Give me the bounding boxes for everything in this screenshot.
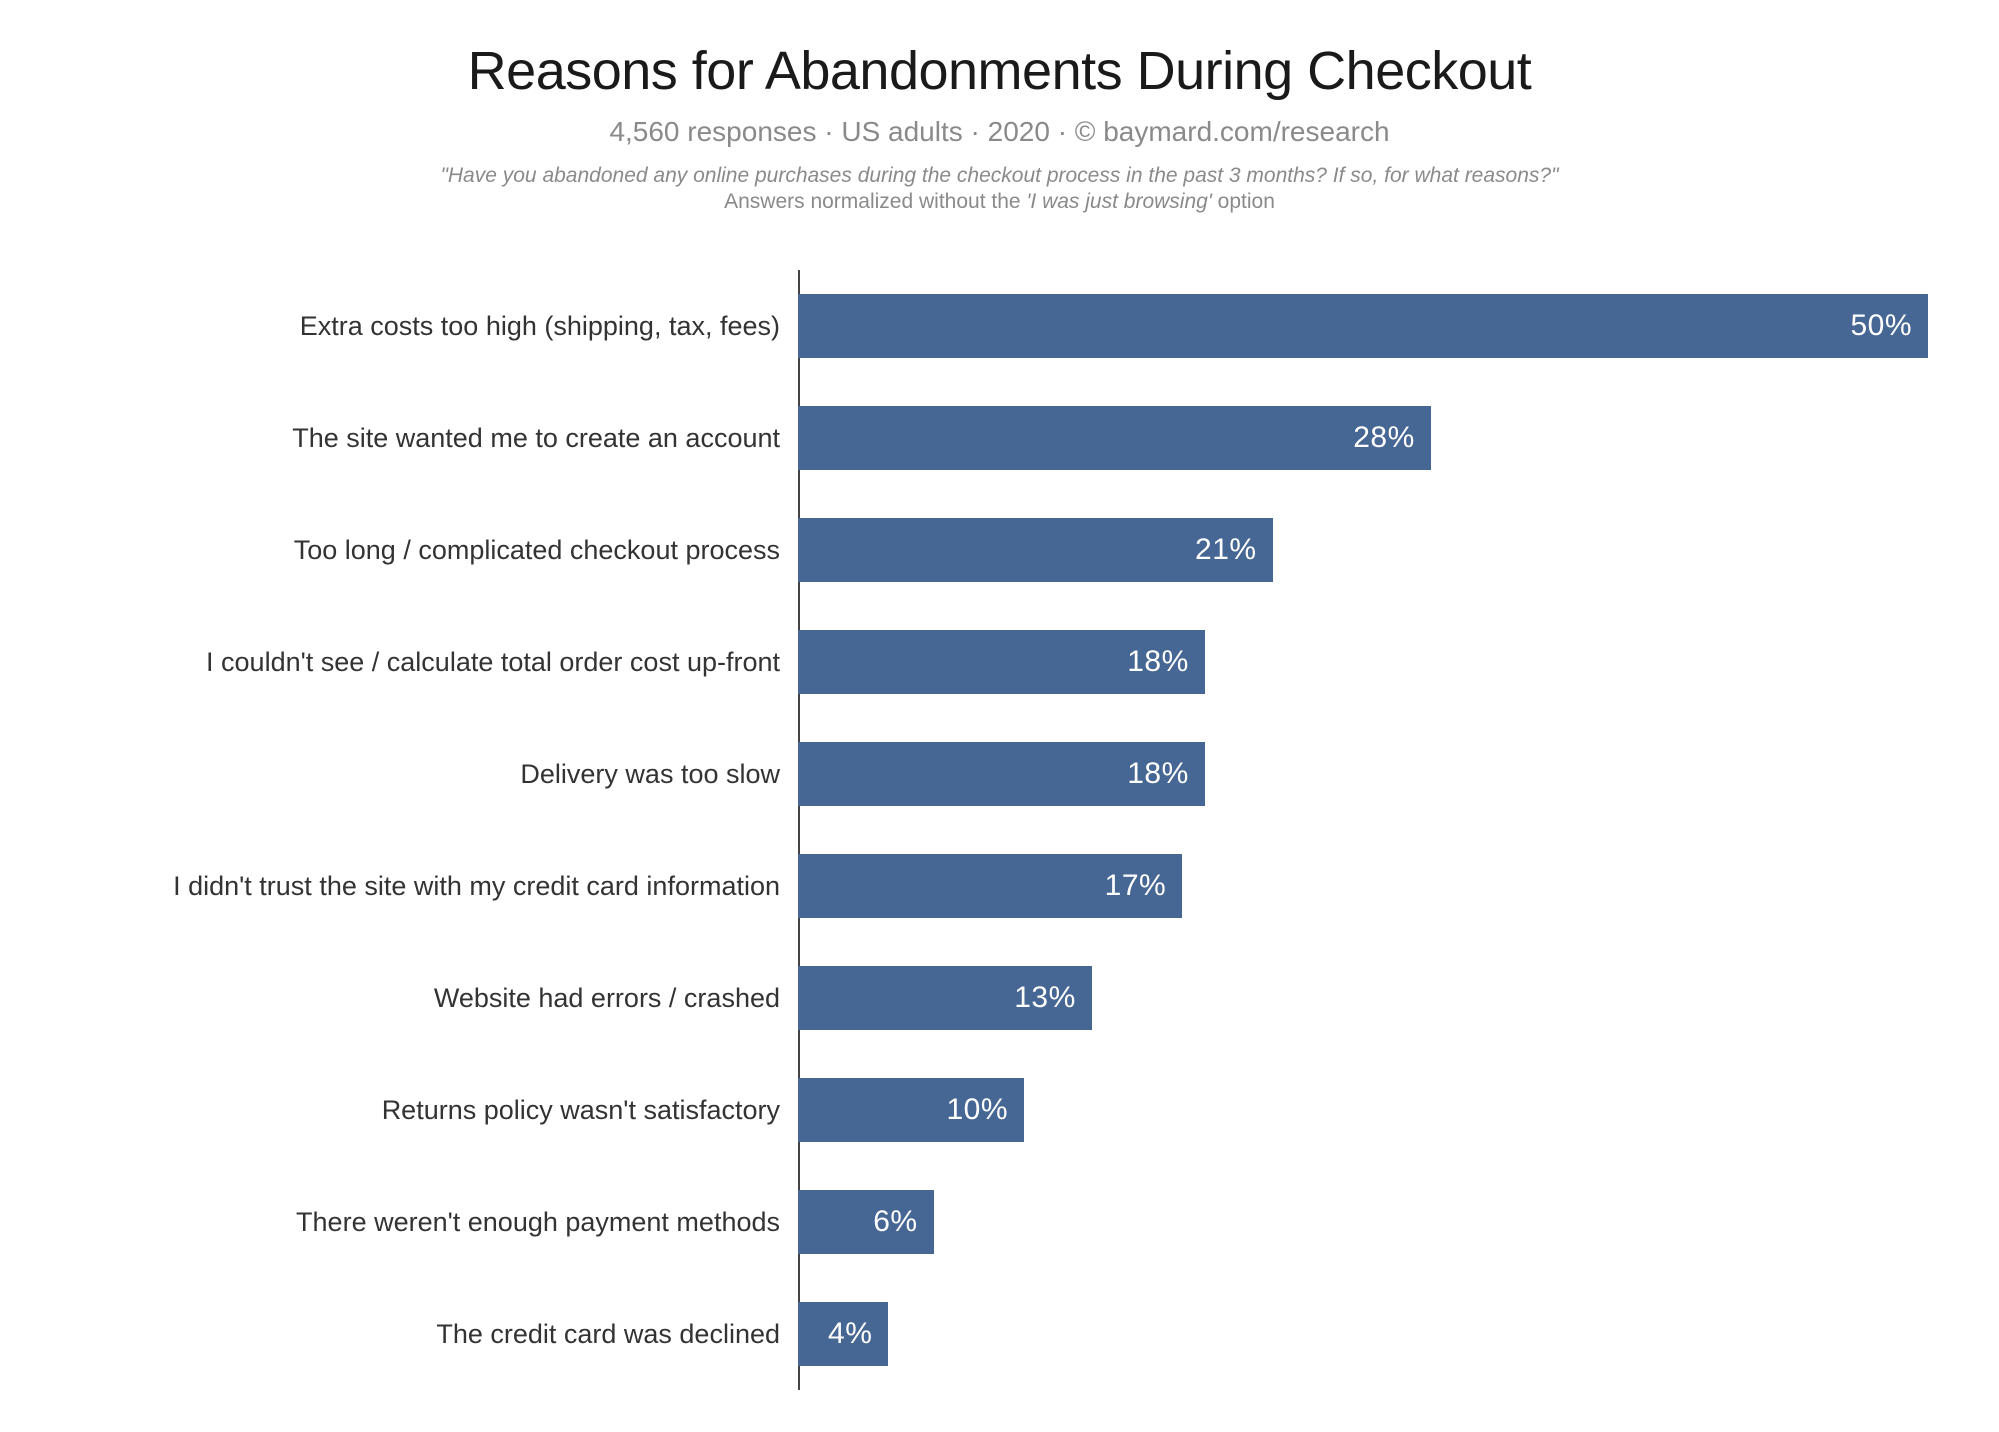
bar-row: 17% bbox=[798, 830, 1928, 942]
bar-value-label: 17% bbox=[1105, 869, 1167, 903]
bar: 13% bbox=[798, 966, 1092, 1030]
page: Reasons for Abandonments During Checkout… bbox=[0, 0, 1999, 1432]
bar-row: 6% bbox=[798, 1166, 1928, 1278]
bar-value-label: 10% bbox=[946, 1093, 1008, 1127]
bar-chart: Extra costs too high (shipping, tax, fee… bbox=[100, 270, 1999, 1390]
category-label: I didn't trust the site with my credit c… bbox=[100, 871, 798, 902]
bar-value-label: 50% bbox=[1850, 309, 1912, 343]
bar-fill: 6% bbox=[798, 1190, 934, 1254]
survey-question-text: "Have you abandoned any online purchases… bbox=[440, 164, 1558, 187]
chart-subtitle: 4,560 responses · US adults · 2020 · © b… bbox=[0, 116, 1999, 148]
category-label: The site wanted me to create an account bbox=[100, 423, 798, 454]
bar-row: 4% bbox=[798, 1278, 1928, 1390]
bar-value-label: 18% bbox=[1127, 645, 1189, 679]
bar-row: 13% bbox=[798, 942, 1928, 1054]
bar: 10% bbox=[798, 1078, 1024, 1142]
bar-fill: 21% bbox=[798, 518, 1273, 582]
bar-value-label: 18% bbox=[1127, 757, 1189, 791]
normalize-note: Answers normalized without the 'I was ju… bbox=[0, 190, 1999, 214]
chart-title: Reasons for Abandonments During Checkout bbox=[0, 40, 1999, 102]
bar: 6% bbox=[798, 1190, 934, 1254]
bar-fill: 17% bbox=[798, 854, 1182, 918]
labels-column: Extra costs too high (shipping, tax, fee… bbox=[100, 270, 798, 1390]
normalize-italic: 'I was just browsing' bbox=[1026, 190, 1211, 213]
category-label: The credit card was declined bbox=[100, 1319, 798, 1350]
bar-fill: 28% bbox=[798, 406, 1431, 470]
bar-fill: 18% bbox=[798, 742, 1205, 806]
category-label: Website had errors / crashed bbox=[100, 983, 798, 1014]
bar-value-label: 21% bbox=[1195, 533, 1257, 567]
header: Reasons for Abandonments During Checkout… bbox=[0, 40, 1999, 214]
bar-fill: 18% bbox=[798, 630, 1205, 694]
bar-row: 18% bbox=[798, 718, 1928, 830]
bar: 17% bbox=[798, 854, 1182, 918]
category-label: Delivery was too slow bbox=[100, 759, 798, 790]
category-label: Returns policy wasn't satisfactory bbox=[100, 1095, 798, 1126]
survey-question: "Have you abandoned any online purchases… bbox=[0, 164, 1999, 188]
bar: 18% bbox=[798, 742, 1205, 806]
bar-fill: 10% bbox=[798, 1078, 1024, 1142]
category-label: There weren't enough payment methods bbox=[100, 1207, 798, 1238]
bar: 28% bbox=[798, 406, 1431, 470]
bar-row: 28% bbox=[798, 382, 1928, 494]
bars-column: 50% 28% 21% 18% 18% 17% 13% 10% 6% 4% bbox=[798, 270, 1928, 1390]
bar-fill: 13% bbox=[798, 966, 1092, 1030]
bar-row: 21% bbox=[798, 494, 1928, 606]
bar-fill: 50% bbox=[798, 294, 1928, 358]
bar: 50% bbox=[798, 294, 1928, 358]
normalize-suffix: option bbox=[1212, 190, 1275, 213]
bar-fill: 4% bbox=[798, 1302, 888, 1366]
bar-row: 18% bbox=[798, 606, 1928, 718]
bar: 18% bbox=[798, 630, 1205, 694]
category-label: Too long / complicated checkout process bbox=[100, 535, 798, 566]
normalize-prefix: Answers normalized without the bbox=[724, 190, 1026, 213]
category-label: I couldn't see / calculate total order c… bbox=[100, 647, 798, 678]
category-label: Extra costs too high (shipping, tax, fee… bbox=[100, 311, 798, 342]
bar-value-label: 13% bbox=[1014, 981, 1076, 1015]
bar-row: 10% bbox=[798, 1054, 1928, 1166]
bar: 4% bbox=[798, 1302, 888, 1366]
bar-row: 50% bbox=[798, 270, 1928, 382]
bar: 21% bbox=[798, 518, 1273, 582]
bar-value-label: 6% bbox=[873, 1205, 917, 1239]
bar-value-label: 4% bbox=[828, 1317, 872, 1351]
bar-value-label: 28% bbox=[1353, 421, 1415, 455]
